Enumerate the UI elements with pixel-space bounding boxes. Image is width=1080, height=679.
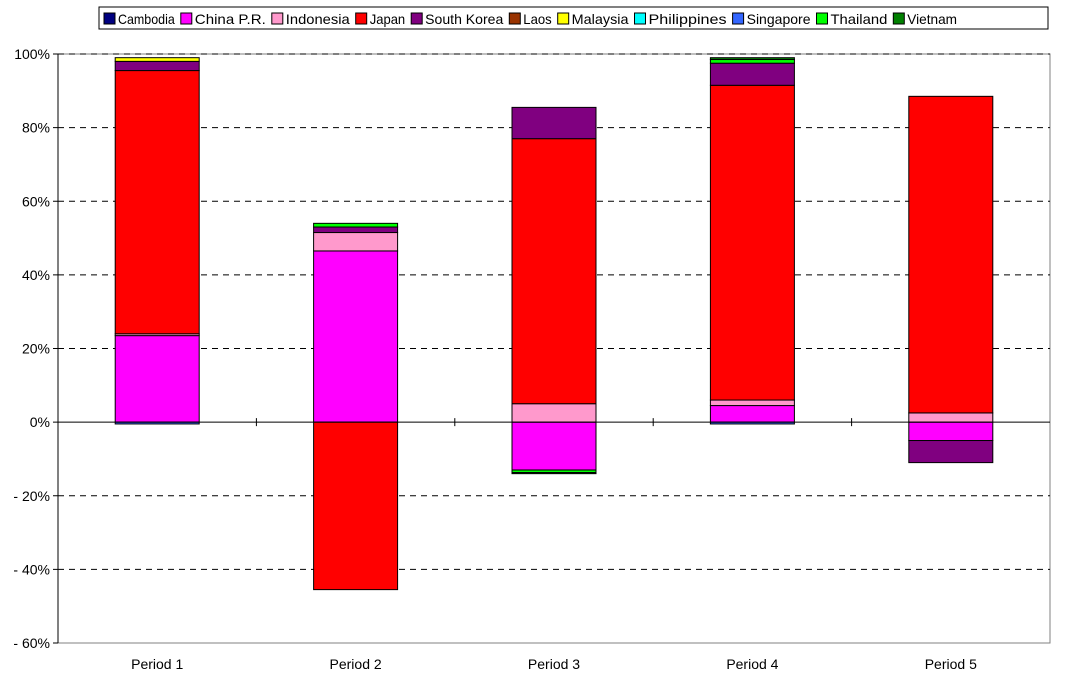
bar-segment [908,412,994,423]
legend-label: Vietnam [907,11,957,27]
bar-segment [709,59,795,64]
x-axis: Period 1 Period 2 Period 3 Period 4 Period 5 [58,418,1050,672]
bar-segment [313,250,399,423]
bar-segment [114,70,200,335]
legend-swatch [557,12,570,25]
legend: Cambodia China P.R. Indonesia Japan South Ko… [98,6,1049,30]
legend-box [98,6,1049,30]
bar-segment [511,403,597,423]
legend-swatch [271,12,284,25]
y-axis: 100% 80% 60% 40% 20% 0% - 20% - 40% - 60% [13,46,59,651]
legend-label: Philippines [649,11,727,27]
bar-segment [313,226,399,234]
x-tick-label: Period 4 [726,656,778,672]
bar-segment [511,106,597,140]
y-tick-label: 40% [22,267,50,283]
legend-swatch [732,12,745,25]
bar-segment [114,57,200,62]
legend-swatch [103,12,116,25]
y-tick-label: 20% [22,341,50,357]
y-tick-label: - 20% [13,488,50,504]
legend-label: Japan [370,11,406,27]
bar-segment [908,421,994,442]
bar-segment [313,222,399,228]
bar-segment [709,57,795,61]
bar-segment [709,84,795,401]
legend-label: Cambodia [118,11,175,27]
x-tick-label: Period 3 [528,656,580,672]
bar-segment [709,399,795,407]
legend-swatch [508,12,521,25]
legend-label: Indonesia [286,11,350,27]
legend-label: South Korea [425,11,503,27]
y-tick-label: - 60% [13,635,50,651]
legend-label: Laos [523,11,551,27]
legend-label: China P.R. [195,11,266,27]
y-tick-label: 0% [30,414,50,430]
bar-segment [908,95,994,414]
legend-label: Singapore [747,11,811,27]
x-tick-label: Period 5 [925,656,977,672]
legend-label: Thailand [831,11,888,27]
bar-segment [908,440,994,464]
legend-swatch [410,12,423,25]
legend-swatch [892,12,905,25]
legend-swatch [634,12,646,25]
x-tick-label: Period 1 [131,656,183,672]
plot-area [57,53,1051,644]
bar-segment [114,60,200,72]
y-tick-label: 100% [14,46,50,62]
y-tick-label: 80% [22,120,50,136]
bar-segment [511,138,597,405]
y-tick-label: - 40% [13,561,50,577]
x-tick-label: Period 2 [330,656,382,672]
bar-segment [511,421,597,471]
bar-segment [709,405,795,423]
bar-segment [313,421,399,591]
bar-segment [709,62,795,86]
legend-swatch [355,12,368,25]
y-tick-label: 60% [22,193,50,209]
bar-segment [313,232,399,252]
bar-segment [114,335,200,423]
legend-swatch [816,12,828,25]
legend-label: Malaysia [572,11,629,27]
legend-swatch [180,12,193,25]
bar-segment [511,472,597,475]
